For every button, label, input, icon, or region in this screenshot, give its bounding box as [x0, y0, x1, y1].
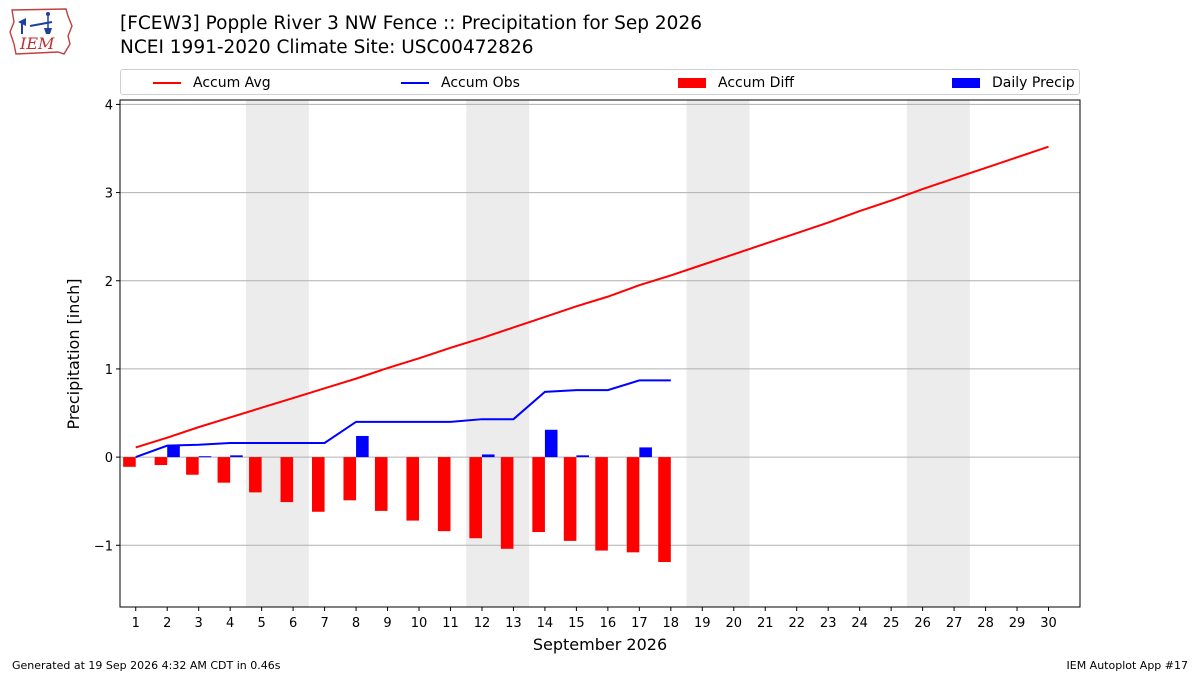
y-axis-label: Precipitation [inch] — [64, 278, 83, 429]
weekend-bands — [245, 100, 970, 607]
x-tick-label: 22 — [788, 616, 805, 631]
legend-swatch-box-red — [678, 78, 706, 88]
plot-frame — [119, 99, 1081, 608]
accum-diff-bar — [437, 457, 451, 532]
x-tick-label: 3 — [195, 616, 203, 631]
legend-label: Accum Diff — [718, 75, 795, 91]
daily-precip-bar — [198, 456, 212, 458]
iem-logo: IEM — [8, 4, 74, 58]
x-tick-label: 18 — [663, 616, 680, 631]
daily-precip-bar — [576, 455, 589, 458]
title-line-2: NCEI 1991-2020 Climate Site: USC00472826 — [120, 37, 534, 58]
chart-legend: Accum Avg Accum Obs Accum Diff Daily Pre… — [120, 69, 1080, 95]
accum-diff-bar — [186, 457, 199, 475]
y-tick-label: −1 — [94, 539, 113, 554]
accum-diff-bar — [154, 457, 168, 466]
x-tick-label: 25 — [883, 616, 900, 631]
y-tick-label: 3 — [105, 187, 113, 202]
x-tick-label: 23 — [820, 616, 837, 631]
x-tick-label: 27 — [946, 616, 963, 631]
x-axis: 1 2 3 4 5 6 7 8 9 10 11 12 13 14 15 16 17 18 19 20 21 22 23 24 2… — [132, 607, 1057, 631]
legend-label: Accum Avg — [193, 75, 271, 91]
accum-obs-line — [135, 379, 671, 459]
x-tick-label: 26 — [914, 616, 931, 631]
y-tick-label: 0 — [105, 451, 113, 466]
x-tick-label: 24 — [851, 616, 868, 631]
legend-item-accum-diff: Accum Diff — [678, 74, 794, 92]
accum-avg-line — [135, 145, 1049, 449]
x-axis-label: September 2026 — [533, 635, 667, 654]
accum-diff-bar — [626, 457, 640, 553]
daily-precip-bar — [481, 454, 495, 458]
legend-swatch-box-blue — [952, 78, 980, 88]
x-tick-label: 30 — [1040, 616, 1057, 631]
autoplot-app-label: IEM Autoplot App #17 — [1066, 659, 1189, 672]
legend-item-daily-precip: Daily Precip — [952, 74, 1075, 92]
legend-swatch-line-blue — [401, 82, 429, 84]
y-axis: −1 0 1 2 3 4 — [94, 98, 120, 554]
accum-diff-bar — [563, 457, 577, 541]
accum-diff-bar — [658, 457, 671, 563]
x-tick-label: 20 — [725, 616, 742, 631]
logo-text: IEM — [19, 34, 55, 53]
x-tick-label: 11 — [442, 616, 459, 631]
x-tick-label: 16 — [600, 616, 617, 631]
legend-item-accum-obs: Accum Obs — [401, 74, 520, 92]
daily-precip-bar — [167, 445, 180, 458]
x-tick-label: 19 — [694, 616, 711, 631]
accum-diff-bar — [469, 457, 482, 539]
daily-precip-bar — [356, 435, 369, 458]
x-tick-label: 5 — [257, 616, 265, 631]
generated-timestamp: Generated at 19 Sep 2026 4:32 AM CDT in … — [12, 659, 281, 672]
x-tick-label: 15 — [568, 616, 585, 631]
x-tick-label: 13 — [505, 616, 522, 631]
accum-diff-bar — [406, 457, 420, 521]
x-tick-label: 28 — [977, 616, 994, 631]
daily-precip-bar — [639, 447, 652, 458]
accum-diff-bar — [532, 457, 545, 533]
x-tick-label: 2 — [163, 616, 171, 631]
y-tick-label: 4 — [105, 98, 113, 113]
bar-series — [123, 429, 671, 563]
chart-title: [FCEW3] Popple River 3 NW Fence :: Preci… — [120, 12, 702, 60]
x-tick-label: 9 — [383, 616, 391, 631]
x-tick-label: 8 — [352, 616, 360, 631]
accum-diff-bar — [123, 457, 136, 467]
legend-swatch-line-red — [153, 82, 181, 84]
x-tick-label: 4 — [226, 616, 234, 631]
legend-label: Daily Precip — [992, 75, 1075, 91]
title-line-1: [FCEW3] Popple River 3 NW Fence :: Preci… — [120, 13, 702, 34]
legend-item-accum-avg: Accum Avg — [153, 74, 271, 92]
line-series — [135, 145, 1049, 459]
daily-precip-bar — [544, 429, 558, 458]
accum-diff-bar — [374, 457, 388, 511]
x-tick-label: 14 — [537, 616, 554, 631]
accum-diff-bar — [343, 457, 357, 501]
accum-diff-bar — [312, 457, 325, 512]
x-tick-label: 1 — [132, 616, 140, 631]
x-tick-label: 12 — [474, 616, 491, 631]
accum-diff-bar — [217, 457, 231, 483]
x-tick-label: 21 — [757, 616, 774, 631]
weekend-band — [245, 100, 309, 607]
weekend-band — [686, 100, 750, 607]
x-tick-label: 7 — [320, 616, 328, 631]
x-tick-label: 6 — [289, 616, 297, 631]
x-tick-label: 17 — [631, 616, 648, 631]
accum-diff-bar — [280, 457, 294, 503]
x-tick-label: 10 — [411, 616, 428, 631]
accum-diff-bar — [249, 457, 262, 493]
y-tick-label: 1 — [105, 363, 113, 378]
daily-precip-bar — [230, 455, 243, 458]
x-tick-label: 29 — [1009, 616, 1026, 631]
accum-diff-bar — [500, 457, 514, 549]
accum-diff-bar — [595, 457, 608, 551]
y-tick-label: 2 — [105, 275, 113, 290]
legend-label: Accum Obs — [441, 75, 520, 91]
